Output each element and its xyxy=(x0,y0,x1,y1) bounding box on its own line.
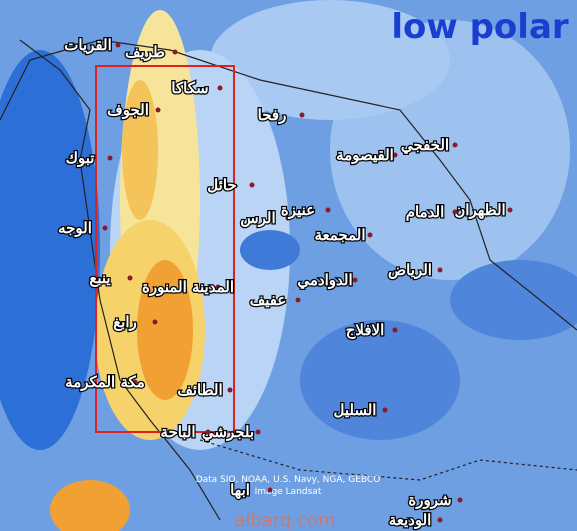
city-label: الجوف xyxy=(107,101,149,119)
city-dot xyxy=(249,182,255,188)
city-dot xyxy=(227,387,233,393)
city-dot xyxy=(507,207,513,213)
city-dot xyxy=(285,215,291,221)
city-dot xyxy=(325,207,331,213)
city-dot xyxy=(102,225,108,231)
city-dot xyxy=(299,112,305,118)
city-label: بلجرشي xyxy=(202,423,254,442)
city-label: الوديعة xyxy=(389,511,432,529)
city-dot xyxy=(437,517,443,523)
city-dot xyxy=(115,42,121,48)
city-label: الرياض xyxy=(388,261,432,279)
city-dot xyxy=(127,275,133,281)
city-label: الدوادمي xyxy=(297,271,352,290)
city-dot xyxy=(452,142,458,148)
city-label: عنيزة xyxy=(281,201,315,219)
city-label: رابغ xyxy=(113,313,137,331)
city-dot xyxy=(172,49,178,55)
city-dot xyxy=(267,487,273,493)
city-dot xyxy=(215,284,221,290)
city-dot xyxy=(107,155,113,161)
city-label: رفحا xyxy=(258,106,287,124)
city-dot xyxy=(457,497,463,503)
watermark: albarq.com xyxy=(234,510,335,531)
attribution: Image Landsat xyxy=(255,487,322,497)
city-label: الظهران xyxy=(454,201,505,219)
city-dot xyxy=(295,297,301,303)
city-dot xyxy=(437,267,443,273)
city-label: الطائف xyxy=(177,381,222,399)
city-dot xyxy=(382,407,388,413)
city-label: القيصومة xyxy=(336,146,394,164)
city-dot xyxy=(255,429,261,435)
city-label: ابها xyxy=(230,481,250,499)
city-label: شرورة xyxy=(408,491,451,509)
city-dot xyxy=(392,152,398,158)
city-dot xyxy=(352,277,358,283)
city-dot xyxy=(367,232,373,238)
title: low polar xyxy=(391,7,569,47)
city-label: عفيف xyxy=(250,291,287,309)
city-dot xyxy=(452,209,458,215)
city-label: مكة المكرمة xyxy=(65,373,145,391)
city-label: القريات xyxy=(64,36,111,54)
city-label: الباحة xyxy=(160,423,195,441)
highlight-box xyxy=(95,65,235,433)
city-dot xyxy=(155,107,161,113)
city-label: السليل xyxy=(334,401,377,419)
city-dot xyxy=(217,85,223,91)
city-label: ينبع xyxy=(89,269,110,287)
city-label: تبوك xyxy=(66,149,95,167)
city-label: الوجه xyxy=(58,219,92,237)
city-dot xyxy=(132,379,138,385)
city-label: الافلاج xyxy=(346,321,385,339)
city-dot xyxy=(392,327,398,333)
city-label: حائل xyxy=(207,176,236,194)
city-label: المدينة المنورة xyxy=(142,278,234,296)
city-label: طريف xyxy=(125,43,165,61)
city-label: الخفجي xyxy=(401,136,449,155)
attribution: Data SIO, NOAA, U.S. Navy, NGA, GEBCO xyxy=(196,475,381,485)
city-label: الرس xyxy=(240,209,275,227)
city-dot xyxy=(152,319,158,325)
city-label: سكاكا xyxy=(171,79,208,97)
city-dot xyxy=(205,429,211,435)
city-label: الدمام xyxy=(406,203,445,221)
city-label: المجمعة xyxy=(314,226,365,244)
